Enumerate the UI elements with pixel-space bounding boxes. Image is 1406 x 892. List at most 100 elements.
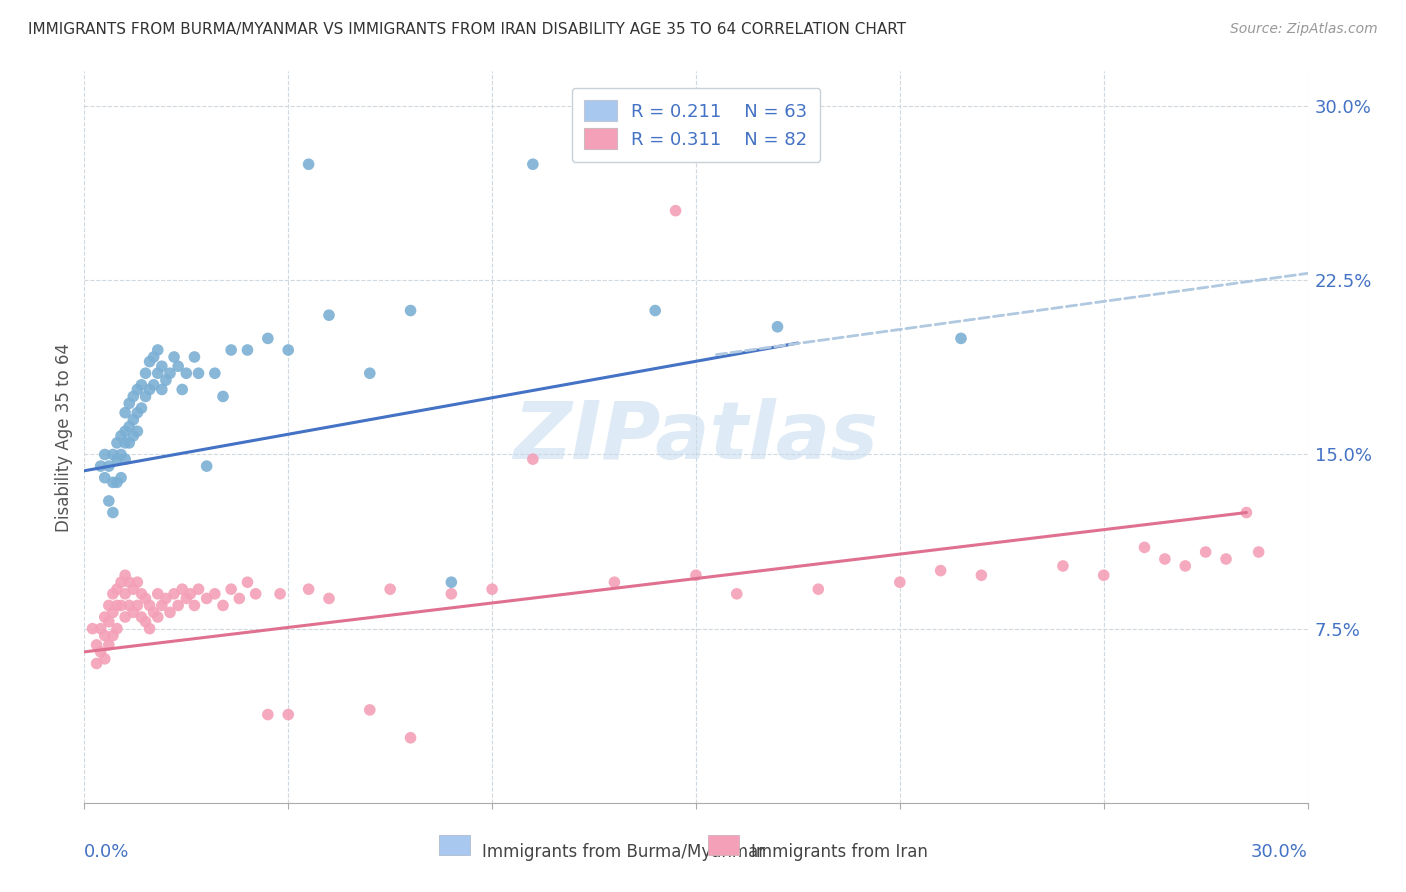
Point xyxy=(155,373,177,387)
Point xyxy=(101,448,124,462)
Point xyxy=(86,638,108,652)
Point xyxy=(1133,541,1156,555)
Point xyxy=(167,599,190,613)
Point xyxy=(174,366,197,380)
Point xyxy=(142,606,165,620)
Point xyxy=(212,389,235,403)
Point xyxy=(90,645,112,659)
Point xyxy=(146,587,169,601)
Text: 0.0%: 0.0% xyxy=(84,843,129,861)
Point xyxy=(1052,558,1074,573)
Point xyxy=(127,424,149,438)
Point xyxy=(399,303,422,318)
Point xyxy=(122,429,145,443)
Point xyxy=(212,599,235,613)
Point xyxy=(522,452,544,467)
Point xyxy=(114,424,136,438)
Point xyxy=(114,568,136,582)
Point xyxy=(118,419,141,434)
Point xyxy=(138,622,160,636)
Point xyxy=(127,406,149,420)
Point xyxy=(257,331,280,345)
Point xyxy=(105,436,128,450)
Point xyxy=(150,599,173,613)
FancyBboxPatch shape xyxy=(439,835,470,855)
Point xyxy=(380,582,402,597)
Point xyxy=(440,575,463,590)
Point xyxy=(101,475,124,490)
Point xyxy=(219,582,242,597)
Point xyxy=(228,591,250,606)
Point xyxy=(269,587,291,601)
Point xyxy=(97,615,120,629)
Point xyxy=(135,366,157,380)
Point xyxy=(118,396,141,410)
Point xyxy=(93,652,115,666)
Point xyxy=(163,587,186,601)
Point xyxy=(522,157,544,171)
Point xyxy=(1247,545,1270,559)
Point xyxy=(187,366,209,380)
Point xyxy=(93,610,115,624)
Point xyxy=(970,568,993,582)
FancyBboxPatch shape xyxy=(709,835,738,855)
Point xyxy=(90,459,112,474)
Point xyxy=(142,350,165,364)
Point xyxy=(131,401,153,415)
Point xyxy=(150,383,173,397)
Point xyxy=(101,606,124,620)
Point xyxy=(122,412,145,426)
Point xyxy=(318,591,340,606)
Point xyxy=(929,564,952,578)
Point xyxy=(135,615,157,629)
Point xyxy=(131,587,153,601)
Point xyxy=(131,377,153,392)
Point xyxy=(110,448,132,462)
Point xyxy=(318,308,340,322)
Point xyxy=(105,599,128,613)
Point xyxy=(127,383,149,397)
Point xyxy=(135,389,157,403)
Point xyxy=(101,629,124,643)
Point xyxy=(93,471,115,485)
Point xyxy=(114,406,136,420)
Point xyxy=(807,582,830,597)
Point xyxy=(298,157,321,171)
Point xyxy=(399,731,422,745)
Point xyxy=(172,383,194,397)
Point xyxy=(114,587,136,601)
Point xyxy=(440,587,463,601)
Point xyxy=(1215,552,1237,566)
Point xyxy=(298,582,321,597)
Point xyxy=(179,587,201,601)
Point xyxy=(101,506,124,520)
Point xyxy=(150,359,173,374)
Point xyxy=(219,343,242,357)
Point xyxy=(1154,552,1177,566)
Point xyxy=(122,582,145,597)
Point xyxy=(135,591,157,606)
Point xyxy=(142,377,165,392)
Point xyxy=(1236,506,1258,520)
Point xyxy=(118,575,141,590)
Point xyxy=(766,319,789,334)
Point xyxy=(159,366,181,380)
Point xyxy=(127,575,149,590)
Point xyxy=(1092,568,1115,582)
Point xyxy=(665,203,688,218)
Point xyxy=(167,359,190,374)
Point xyxy=(97,494,120,508)
Point xyxy=(1174,558,1197,573)
Point xyxy=(101,587,124,601)
Point xyxy=(163,350,186,364)
Point xyxy=(481,582,503,597)
Point xyxy=(114,610,136,624)
Point xyxy=(105,452,128,467)
Point xyxy=(603,575,626,590)
Point xyxy=(236,575,259,590)
Point xyxy=(90,622,112,636)
Point xyxy=(950,331,973,345)
Point xyxy=(183,599,205,613)
Point xyxy=(122,606,145,620)
Point xyxy=(1195,545,1218,559)
